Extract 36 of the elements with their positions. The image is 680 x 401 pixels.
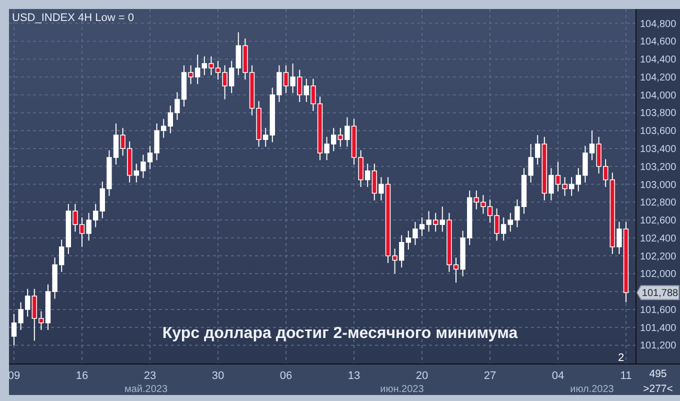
x-tick-label: 27 (484, 370, 496, 382)
y-tick-label: 101,600 (640, 304, 677, 316)
y-tick-label: 104,000 (640, 90, 677, 102)
chart-title: USD_INDEX 4H Low = 0 (12, 12, 134, 24)
y-tick-label: 101,400 (640, 322, 677, 334)
y-tick-label: 101,200 (640, 340, 677, 352)
x-tick-label: 20 (416, 370, 428, 382)
text: май.2023 (124, 384, 168, 395)
y-tick-label: 102,200 (640, 251, 677, 262)
y-tick-label: 102,800 (640, 198, 677, 209)
text: июн.2023 (380, 384, 424, 395)
annotation: Курс доллара достиг 2-месячного минимума (162, 325, 518, 342)
y-tick-label: 104,600 (640, 36, 677, 48)
y-tick-label: 102,400 (640, 233, 677, 244)
y-tick-label: 104,400 (640, 54, 677, 66)
x-tick-label: 11 (620, 370, 632, 382)
y-tick-label: 103,000 (640, 180, 677, 191)
y-tick-label: 104,800 (640, 18, 677, 30)
x-tick-label: 06 (280, 370, 292, 382)
y-tick-label: 103,200 (640, 162, 677, 173)
x-tick-label: 13 (348, 370, 360, 382)
annotation: 2 (618, 352, 624, 364)
y-tick-label: 102,000 (640, 269, 677, 280)
x-tick-label: 04 (552, 370, 564, 382)
y-tick-label: 104,200 (640, 72, 677, 84)
text: июл.2023 (570, 384, 614, 395)
text: >277< (643, 383, 673, 395)
x-tick-label: 16 (76, 370, 88, 382)
x-tick-label: 30 (212, 370, 224, 382)
text: 495 (649, 368, 667, 380)
y-tick-label: 103,400 (640, 144, 677, 155)
x-tick-label: 23 (144, 370, 156, 382)
y-tick-label: 103,600 (640, 126, 677, 138)
y-tick-label: 103,800 (640, 108, 677, 120)
text: 101,788 (642, 288, 679, 300)
y-tick-label: 102,600 (640, 216, 677, 227)
